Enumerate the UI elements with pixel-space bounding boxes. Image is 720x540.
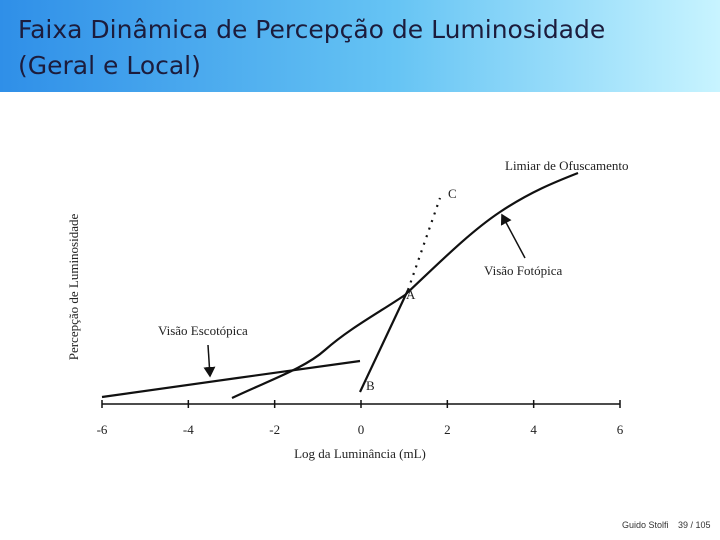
x-tick-label: -6 (97, 422, 108, 437)
annotation: Limiar de Ofuscamento (505, 158, 628, 173)
annotation: C (448, 186, 457, 201)
scotopic-curve (101, 359, 361, 399)
x-tick-label: 2 (444, 422, 451, 437)
dotted-line (406, 197, 442, 291)
annotation: Visão Fotópica (484, 263, 563, 278)
title: (Geral e Local) (18, 51, 201, 80)
x-tick-label: 4 (530, 422, 537, 437)
annotation: B (366, 378, 375, 393)
photopic-curve (231, 171, 579, 399)
steep-line (359, 289, 409, 393)
x-tick-label: 6 (617, 422, 624, 437)
x-tick-label: 0 (358, 422, 365, 437)
x-axis-label: Log da Luminância (mL) (294, 446, 426, 461)
page-number: 39 / 105 (678, 520, 711, 530)
x-tick-label: -2 (269, 422, 280, 437)
title: Faixa Dinâmica de Percepção de Luminosid… (18, 15, 605, 44)
author: Guido Stolfi (622, 520, 669, 530)
y-axis-label: Percepção de Luminosidade (66, 213, 81, 360)
arrow (203, 344, 216, 378)
annotation: Visão Escotópica (158, 323, 248, 338)
annotation: A (406, 287, 416, 302)
title-band (0, 0, 720, 92)
arrow (500, 213, 526, 259)
x-tick-label: -4 (183, 422, 194, 437)
